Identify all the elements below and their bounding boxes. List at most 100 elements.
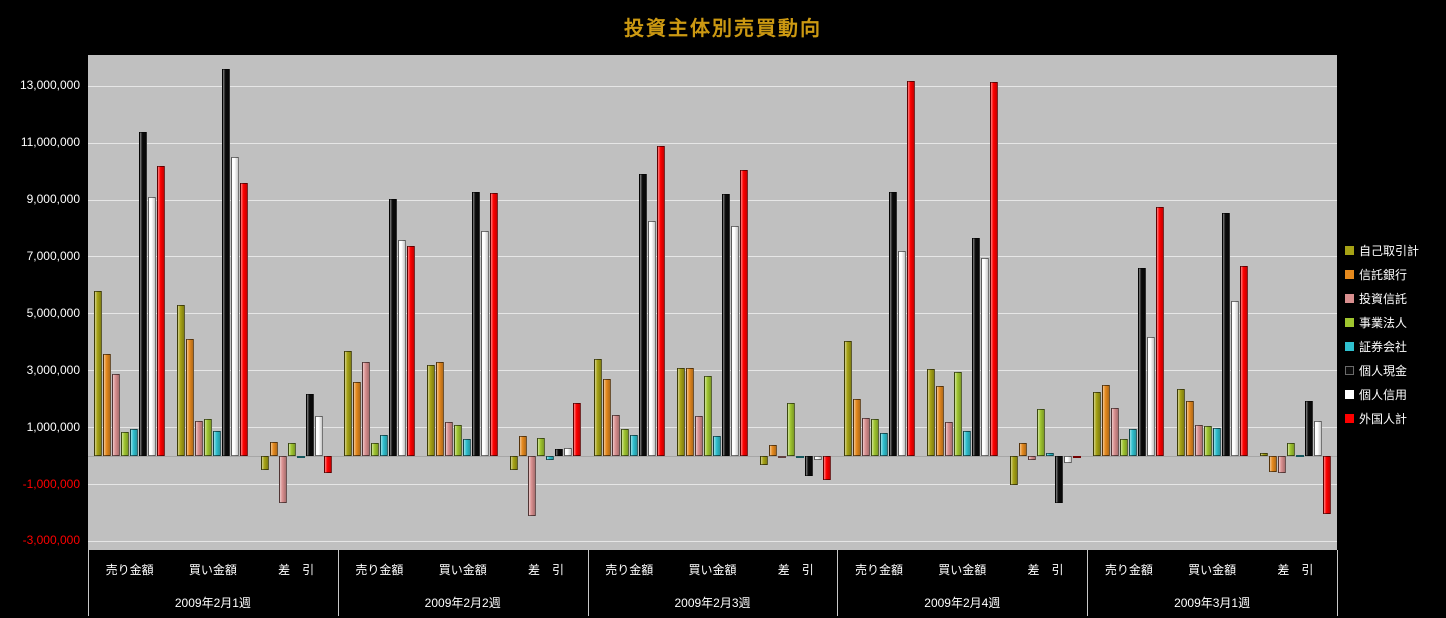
category-label-week5-sell: 売り金額 (1104, 562, 1153, 577)
bar-securities-firm-week3-buy (713, 436, 721, 457)
bar-foreign-total-week3-buy (740, 170, 748, 457)
bar-individual-margin-week4-buy (980, 258, 989, 457)
gridline (88, 199, 1337, 201)
bar-proprietary-week2-net (510, 456, 519, 471)
legend-marker-trust-bank (1345, 269, 1354, 279)
bar-proprietary-week1-buy (177, 305, 186, 457)
bar-business-corp-week3-sell (620, 429, 629, 457)
bar-individual-cash-week2-buy (472, 191, 481, 457)
bar-business-corp-week2-net (537, 437, 546, 457)
bar-individual-cash-week3-buy (722, 194, 730, 457)
legend-item-investment-trust: 投資信託 (1345, 286, 1419, 310)
legend-item-securities-firm: 証券会社 (1345, 334, 1419, 358)
legend-item-individual-margin: 個人信用 (1345, 382, 1419, 406)
legend-marker-individual-margin (1345, 389, 1354, 399)
bar-securities-firm-week3-net (796, 456, 805, 459)
bar-trust-bank-week4-sell (852, 399, 861, 457)
category-label-week2-sell: 売り金額 (355, 562, 404, 577)
bar-securities-firm-week4-buy (962, 430, 971, 457)
bar-securities-firm-week2-sell (379, 434, 388, 457)
plot-area (88, 55, 1337, 550)
legend-label-proprietary: 自己取引計 (1359, 243, 1420, 258)
gridline (88, 313, 1337, 315)
legend-label-individual-cash: 個人現金 (1359, 363, 1408, 378)
gridline (88, 370, 1337, 372)
bar-proprietary-week1-net (260, 456, 269, 471)
bar-business-corp-week2-sell (370, 443, 379, 457)
legend-label-individual-margin: 個人信用 (1359, 387, 1408, 402)
axis-group-separator (1087, 550, 1089, 616)
bar-proprietary-week3-net (760, 456, 769, 465)
bar-business-corp-week1-net (287, 443, 296, 457)
bar-trust-bank-week5-sell (1102, 385, 1111, 457)
bar-individual-cash-week3-sell (638, 174, 647, 457)
legend: 自己取引計 信託銀行 投資信託 事業法人 証券会社 個人現金 個人信用 外国人計 (1345, 238, 1419, 430)
legend-marker-individual-cash (1345, 365, 1354, 375)
bar-proprietary-week1-sell (94, 291, 103, 457)
bar-foreign-total-week5-net (1322, 456, 1331, 515)
category-label-week5-buy: 買い金額 (1188, 562, 1237, 577)
bar-securities-firm-week5-sell (1129, 429, 1138, 457)
bar-trust-bank-week1-net (269, 441, 278, 457)
bar-individual-margin-week2-net (564, 447, 573, 457)
bar-trust-bank-week3-sell (602, 379, 611, 457)
legend-marker-securities-firm (1345, 341, 1354, 351)
bar-investment-trust-week1-sell (112, 373, 121, 457)
bar-securities-firm-week5-buy (1212, 427, 1221, 457)
bar-trust-bank-week2-sell (352, 382, 361, 457)
axis-group-separator (837, 550, 839, 616)
bar-individual-cash-week1-buy (222, 69, 231, 457)
week-label-1: 2009年2月1週 (174, 595, 251, 610)
bar-investment-trust-week1-buy (195, 420, 204, 457)
bar-trust-bank-week3-buy (686, 367, 694, 457)
bar-individual-margin-week1-sell (148, 197, 157, 457)
category-label-week3-buy: 買い金額 (688, 562, 737, 577)
bar-trust-bank-week5-net (1268, 456, 1277, 472)
y-axis-label: 11,000,000 (20, 135, 80, 150)
bar-business-corp-week4-net (1037, 409, 1046, 457)
bar-foreign-total-week1-sell (157, 165, 166, 457)
bar-foreign-total-week1-net (323, 456, 332, 474)
legend-item-individual-cash: 個人現金 (1345, 358, 1419, 382)
bar-securities-firm-week3-sell (629, 434, 638, 457)
bar-trust-bank-week2-buy (436, 362, 445, 457)
bar-investment-trust-week5-net (1277, 456, 1286, 474)
gridline (88, 427, 1337, 429)
week-label-5: 2009年3月1週 (1174, 595, 1251, 610)
bar-business-corp-week1-sell (121, 431, 130, 457)
bar-proprietary-week3-sell (593, 359, 602, 457)
bar-investment-trust-week3-net (778, 456, 787, 459)
bar-individual-margin-week4-net (1064, 456, 1073, 464)
bar-individual-margin-week2-sell (397, 239, 406, 457)
y-axis-label: -1,000,000 (22, 476, 80, 491)
bar-trust-bank-week5-buy (1185, 400, 1194, 457)
bar-proprietary-week4-sell (843, 340, 852, 457)
y-axis-label: 5,000,000 (26, 305, 80, 320)
bar-foreign-total-week4-buy (989, 82, 998, 457)
legend-label-business-corp: 事業法人 (1359, 315, 1408, 330)
bar-individual-cash-week1-sell (139, 131, 148, 457)
bar-securities-firm-week4-sell (879, 433, 888, 457)
bar-investment-trust-week4-sell (861, 417, 870, 457)
bar-business-corp-week5-sell (1120, 439, 1129, 457)
bar-individual-margin-week5-net (1313, 420, 1322, 457)
y-axis-label: 9,000,000 (26, 192, 80, 207)
bar-individual-cash-week4-sell (888, 191, 897, 457)
bar-individual-cash-week5-buy (1221, 212, 1230, 457)
legend-label-foreign-total: 外国人計 (1359, 411, 1408, 426)
category-label-week5-net: 差 引 (1277, 562, 1314, 577)
bar-securities-firm-week1-sell (130, 429, 139, 457)
category-label-week1-sell: 売り金額 (105, 562, 154, 577)
bar-individual-margin-week5-buy (1230, 301, 1239, 457)
bar-securities-firm-week5-net (1295, 454, 1304, 457)
gridline (88, 540, 1337, 542)
bar-individual-margin-week5-sell (1147, 336, 1156, 457)
bar-securities-firm-week4-net (1046, 453, 1055, 457)
week-label-4: 2009年2月4週 (924, 595, 1001, 610)
bar-investment-trust-week3-sell (611, 414, 620, 457)
bar-investment-trust-week5-buy (1194, 424, 1203, 457)
chart-title: 投資主体別売買動向 (624, 18, 822, 40)
y-axis-label: 3,000,000 (26, 362, 80, 377)
bar-individual-cash-week5-net (1304, 400, 1313, 457)
